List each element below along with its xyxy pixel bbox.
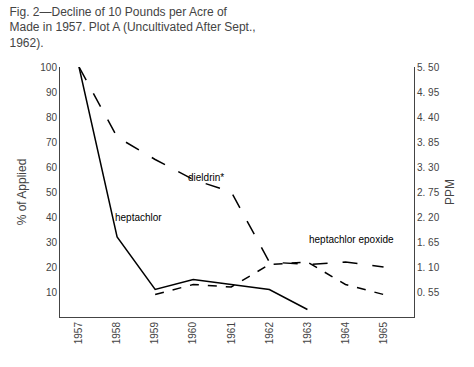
svg-text:1960: 1960 bbox=[187, 322, 198, 345]
svg-text:1964: 1964 bbox=[340, 322, 351, 345]
svg-text:20: 20 bbox=[46, 262, 58, 273]
svg-text:100: 100 bbox=[40, 62, 57, 73]
svg-text:% of Applied: % of Applied bbox=[15, 159, 29, 226]
svg-text:4. 40: 4. 40 bbox=[417, 112, 440, 123]
svg-text:2. 75: 2. 75 bbox=[417, 187, 440, 198]
svg-text:30: 30 bbox=[46, 237, 58, 248]
svg-text:3. 30: 3. 30 bbox=[417, 162, 440, 173]
svg-text:3. 85: 3. 85 bbox=[417, 137, 440, 148]
svg-text:dieldrin*: dieldrin* bbox=[188, 172, 224, 183]
svg-text:10: 10 bbox=[46, 287, 58, 298]
svg-text:heptachlor epoxide: heptachlor epoxide bbox=[309, 234, 394, 245]
svg-text:50: 50 bbox=[46, 187, 58, 198]
svg-text:1961: 1961 bbox=[226, 322, 237, 345]
svg-text:PPM: PPM bbox=[443, 179, 457, 205]
svg-text:Fig. 2—Decline of 10 Pounds pe: Fig. 2—Decline of 10 Pounds per Acre ofM… bbox=[9, 5, 255, 50]
svg-text:1958: 1958 bbox=[111, 322, 122, 345]
svg-text:1957: 1957 bbox=[73, 322, 84, 345]
svg-text:4. 95: 4. 95 bbox=[417, 87, 440, 98]
svg-text:1. 10: 1. 10 bbox=[417, 262, 440, 273]
svg-text:5. 50: 5. 50 bbox=[417, 62, 440, 73]
svg-text:40: 40 bbox=[46, 212, 58, 223]
svg-text:heptachlor: heptachlor bbox=[115, 212, 162, 223]
svg-text:1963: 1963 bbox=[302, 322, 313, 345]
svg-text:1. 65: 1. 65 bbox=[417, 237, 440, 248]
svg-text:80: 80 bbox=[46, 112, 58, 123]
svg-text:1965: 1965 bbox=[378, 322, 389, 345]
svg-text:70: 70 bbox=[46, 137, 58, 148]
svg-text:1959: 1959 bbox=[149, 322, 160, 345]
svg-text:0. 55: 0. 55 bbox=[417, 287, 440, 298]
svg-text:2. 20: 2. 20 bbox=[417, 212, 440, 223]
svg-text:1962: 1962 bbox=[264, 322, 275, 345]
svg-text:90: 90 bbox=[46, 87, 58, 98]
svg-text:60: 60 bbox=[46, 162, 58, 173]
